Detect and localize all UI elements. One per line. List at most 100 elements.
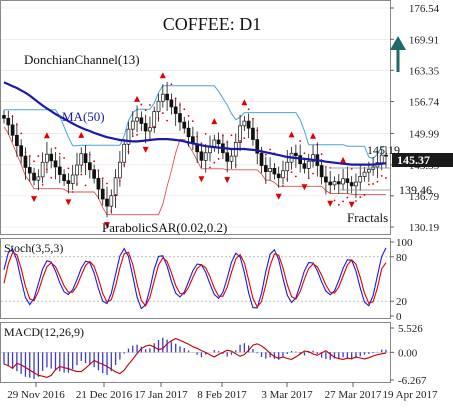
candle-body: [319, 165, 324, 178]
sar-dot: [170, 83, 173, 86]
sar-dot: [28, 155, 31, 157]
ma-line: [3, 81, 387, 166]
candle-body: [259, 152, 264, 166]
y-tick-label-stoch: 100: [396, 237, 413, 249]
macd-signal-line: [3, 337, 387, 378]
sar-dot: [144, 109, 147, 112]
candle-body: [251, 127, 255, 140]
sar-dot: [63, 157, 65, 159]
fractal-down: [348, 201, 355, 208]
sar-dot: [269, 148, 272, 151]
sar-dot: [11, 115, 14, 118]
sar-dot: [359, 196, 362, 199]
sar-dot: [299, 140, 302, 142]
y-tick-label-stoch: 0: [396, 311, 402, 323]
up-arrow-icon: [390, 36, 406, 72]
sar-dot: [239, 140, 241, 142]
candle-body: [332, 181, 337, 186]
sar-dot: [234, 164, 237, 166]
sar-dot: [303, 152, 306, 155]
candles: [2, 81, 388, 218]
sar-dot: [58, 152, 61, 155]
candle-body: [345, 178, 350, 183]
sar-dot: [37, 155, 40, 157]
moving-average: [3, 81, 387, 166]
fractal-down: [198, 176, 205, 183]
sar-dot: [157, 117, 160, 120]
candle-body: [156, 100, 161, 113]
y-tick-label-macd: 5.526: [398, 323, 423, 335]
fractal-up: [211, 118, 218, 125]
x-tick-label: 8 Feb 2017: [197, 389, 247, 401]
candle-body: [118, 161, 122, 179]
sar-dot: [252, 117, 254, 120]
y-tick-label-stoch: 20: [396, 296, 408, 308]
candle-body: [27, 167, 32, 174]
ma-label: MA(50): [62, 109, 105, 124]
candle-body: [143, 123, 148, 132]
candle-body: [165, 93, 169, 101]
sar-dot: [140, 103, 143, 106]
x-tick-label: 29 Nov 2016: [7, 389, 65, 401]
sar-dot: [114, 193, 117, 196]
sar-dot: [196, 135, 199, 138]
candle-body: [75, 164, 79, 176]
candle-body: [203, 152, 208, 161]
sar-dot: [24, 151, 27, 154]
sar-dot: [123, 164, 126, 166]
sar-dot: [243, 137, 246, 140]
candle-body: [66, 180, 71, 184]
stoch-panel: [0, 238, 391, 319]
fractal-up: [78, 131, 85, 138]
sar-dot: [333, 199, 336, 202]
candle-body: [19, 145, 24, 157]
sar-dot: [149, 104, 151, 106]
donchian-upper-line: [4, 85, 386, 159]
candle-body: [23, 155, 28, 168]
candle-body: [285, 161, 290, 172]
candle-body: [152, 111, 157, 129]
y-tick-label-main: 176.54: [409, 3, 440, 15]
fractal-up: [340, 156, 347, 163]
candle-body: [79, 153, 84, 166]
fractal-down: [31, 196, 38, 203]
candle-body: [199, 151, 204, 161]
candle-body: [15, 134, 19, 147]
sar-dot: [15, 123, 18, 126]
y-tick-label-main: 136.79: [409, 191, 440, 203]
sar-dot: [286, 178, 289, 181]
sar-dot: [191, 120, 194, 123]
stoch-d-line: [3, 251, 387, 308]
x-tick-label: 17 Jan 2017: [134, 389, 188, 401]
candle-body: [83, 153, 88, 164]
sar-dot: [183, 108, 186, 111]
candle-body: [212, 139, 217, 147]
candle-body: [173, 106, 178, 114]
candle-body: [126, 128, 131, 145]
sar-dot: [342, 200, 344, 203]
sar-dot: [213, 161, 216, 164]
candle-body: [70, 174, 75, 184]
candle-body: [354, 181, 358, 187]
candle-body: [349, 182, 354, 187]
donchian-channel: [3, 85, 386, 216]
y-tick-label-macd: 0.00: [398, 347, 418, 359]
candle-body: [49, 153, 54, 162]
stochastic-lines: [3, 247, 387, 310]
sar-dot: [247, 108, 250, 111]
y-tick-label-macd: -6.267: [398, 375, 427, 387]
x-tick-label: 3 Mar 2017: [261, 389, 313, 401]
sar-dot: [153, 125, 156, 128]
candle-body: [229, 155, 234, 162]
sar-dot: [200, 142, 203, 145]
sar-dot: [187, 115, 190, 117]
candle-body: [53, 160, 58, 168]
candle-body: [113, 177, 118, 197]
sar-dot: [337, 203, 340, 206]
macd-label: MACD(12,26,9): [4, 325, 84, 339]
candle-body: [281, 170, 285, 179]
y-tick-label-stoch: 80: [396, 252, 408, 264]
candle-body: [92, 169, 96, 179]
donchian-label: DonchianChannel(13): [24, 52, 140, 67]
